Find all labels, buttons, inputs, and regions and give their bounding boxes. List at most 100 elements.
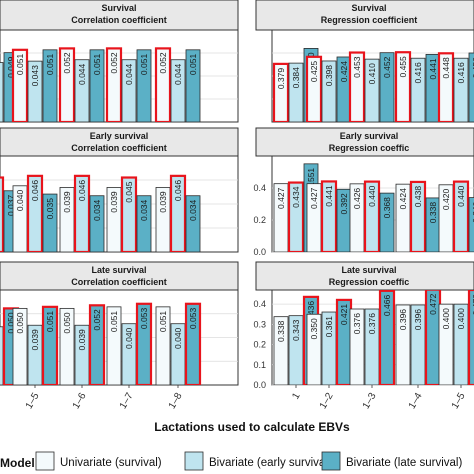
bar: [42, 49, 58, 122]
panel-subtitle: Correlation coefficient: [71, 15, 167, 25]
bar: [26, 174, 44, 252]
bar: [452, 180, 470, 252]
bar-value-label: 0.416: [413, 62, 423, 84]
y-tick-label: 0.2: [253, 340, 266, 350]
bar: [11, 48, 29, 122]
legend-label: Bivariate (early survival): [209, 457, 332, 469]
bar-value-label: 0.379: [276, 68, 286, 90]
bar: [453, 57, 469, 122]
bar-value-label: 0.051: [109, 311, 119, 333]
bar: [73, 174, 91, 252]
panel-strip: [0, 0, 239, 31]
x-tick-label: 1–5: [24, 391, 42, 411]
bar-value-label: 0.040: [173, 327, 183, 349]
panel-3: Early survival Correlation coefficient 0.0…: [0, 127, 239, 253]
panel-2: Survival Regression coefficient 0.379 0.384…: [255, 0, 474, 123]
bar-value-label: 0.051: [188, 54, 198, 76]
bar-value-label: 0.053: [139, 308, 149, 330]
y-tick-label: 0.1: [253, 360, 266, 370]
panel-subtitle: Correlation coefficient: [71, 277, 167, 287]
bar-value-label: 0.400: [456, 308, 466, 330]
bar-value-label: 0.034: [188, 199, 198, 221]
panel-title: Late survival: [91, 265, 146, 275]
bar-value-label: 0.384: [291, 67, 301, 89]
bar-value-label: 0.051: [139, 54, 149, 76]
bar-value-label: 0.045: [0, 181, 1, 203]
bar: [348, 51, 366, 122]
bar: [89, 49, 105, 122]
bar: [437, 52, 455, 122]
bar: [364, 58, 380, 122]
bar: [409, 180, 427, 252]
panel-strip: [255, 127, 474, 157]
bar: [184, 302, 202, 385]
bar-value-label: 0.340: [471, 201, 474, 223]
y-tick-label: 0.0: [253, 247, 266, 257]
x-tick-label: 1–4: [0, 391, 3, 411]
bar-value-label: 0.039: [158, 191, 168, 213]
panel-subtitle: Regression coefficient: [321, 15, 418, 25]
bar: [467, 290, 474, 385]
panel-strip: [0, 127, 239, 157]
bar-value-label: 0.376: [367, 313, 377, 335]
bar-value-label: 0.040: [15, 190, 25, 212]
bar-value-label: 0.472: [428, 293, 438, 315]
x-tick-label: 1–6: [71, 391, 89, 411]
bar-value-label: 0.396: [398, 309, 408, 331]
bar: [170, 59, 186, 122]
panel-strip: [0, 261, 239, 291]
bar: [0, 176, 5, 252]
panel-4: Early survival Regression coeffic 0.0 0.2 0.…: [253, 127, 474, 257]
y-tick-label: 0.4: [253, 183, 266, 193]
bar-value-label: 0.035: [45, 198, 55, 220]
legend-swatch: [35, 451, 55, 471]
bar: [135, 302, 153, 385]
panel-title: Late survival: [341, 265, 396, 275]
x-tick-label: 1–3: [361, 391, 379, 411]
bar-value-label: 0.425: [309, 61, 319, 83]
bar: [363, 180, 381, 252]
bar-value-label: 0.410: [367, 63, 377, 85]
bar-value-label: 0.051: [45, 54, 55, 76]
bars: 0.0480.0380.0500.0500.0390.0510.0500.039…: [0, 302, 202, 385]
legend-swatch: [321, 451, 341, 471]
panel-5: Late survival Correlation coefficient 0.04…: [0, 261, 239, 411]
bar-value-label: 0.045: [124, 181, 134, 203]
bar: [169, 174, 187, 252]
bar: [273, 316, 289, 385]
bar-value-label: 0.037: [6, 194, 16, 216]
bar-value-label: 0.427: [276, 187, 286, 209]
bar-value-label: 0.416: [456, 62, 466, 84]
panel-title: Early survival: [90, 131, 149, 141]
bar-value-label: 0.050: [62, 312, 72, 334]
panel-subtitle: Regression coeffic: [329, 143, 410, 153]
bar: [349, 308, 365, 385]
bar-value-label: 0.440: [367, 185, 377, 207]
bar-value-label: 0.051: [15, 54, 25, 76]
bar-value-label: 0.034: [139, 199, 149, 221]
bar: [379, 52, 395, 122]
legend-swatch: [184, 451, 204, 471]
panel-title: Early survival: [340, 131, 399, 141]
bar-value-label: 0.427: [309, 187, 319, 209]
bar: [378, 290, 396, 385]
bar-value-label: 0.051: [158, 311, 168, 333]
bar: [120, 176, 138, 252]
bar: [321, 60, 337, 122]
bar-value-label: 0.050: [15, 312, 25, 334]
bar-value-label: 0.441: [428, 58, 438, 80]
bar: [105, 47, 123, 122]
legend-title: Model: [0, 456, 35, 470]
bar: [121, 59, 137, 122]
bar-value-label: 0.441: [324, 185, 334, 207]
bar: [287, 181, 305, 252]
panel-subtitle: Correlation coefficient: [71, 143, 167, 153]
bar-value-label: 0.440: [456, 185, 466, 207]
bar-value-label: 0.421: [339, 304, 349, 326]
bar-value-label: 0.343: [291, 319, 301, 341]
bar-value-label: 0.452: [382, 56, 392, 78]
x-tick-label: 1–8: [167, 391, 185, 411]
legend-label: Bivariate (late survival): [346, 457, 462, 469]
bar-value-label: 0.338: [276, 320, 286, 342]
